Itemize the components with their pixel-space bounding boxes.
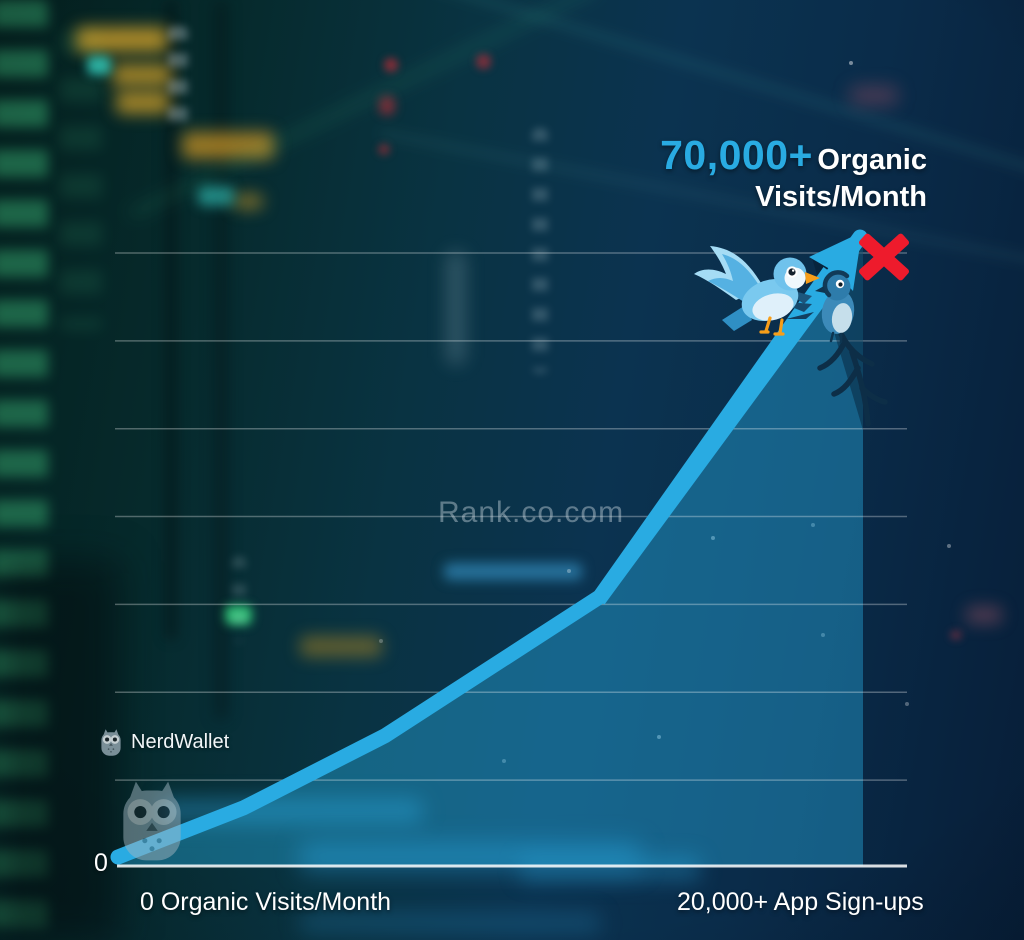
nerdwallet-brand: NerdWallet (99, 728, 229, 757)
watermark: Rank.co.com (438, 496, 625, 529)
headline-value: 70,000+ (660, 132, 813, 178)
x-axis-end-label: 20,000+ App Sign-ups (677, 888, 924, 916)
headline-label-line2: Visits/Month (755, 181, 927, 214)
owl-icon (99, 728, 123, 757)
y-axis-zero-label: 0 (94, 849, 108, 877)
red-x-icon (859, 233, 909, 281)
headline: 70,000+ Organic Visits/Month (660, 132, 927, 214)
x-axis-start-label: 0 Organic Visits/Month (140, 888, 392, 916)
owl-ghost-icon (123, 781, 181, 861)
nerdwallet-label: NerdWallet (131, 731, 230, 753)
headline-label-line1: Organic (817, 144, 927, 176)
area-fill (118, 237, 863, 866)
flying-twitter-bird-icon (694, 246, 820, 336)
